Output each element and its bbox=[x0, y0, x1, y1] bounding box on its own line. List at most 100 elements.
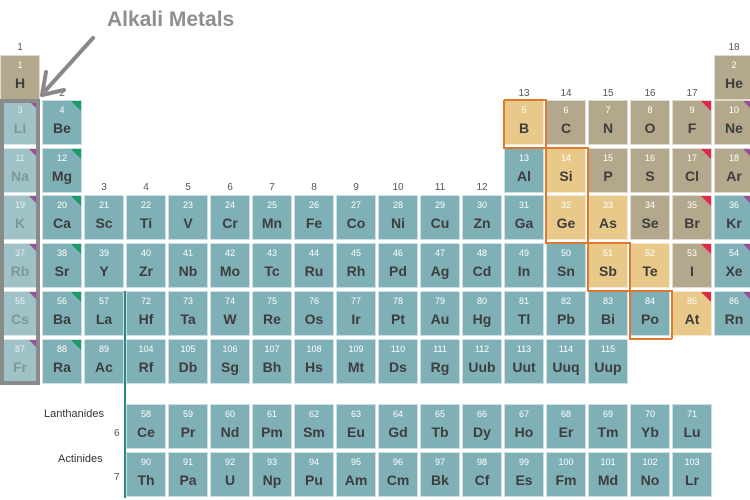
element-cell-po[interactable]: 84 Po bbox=[630, 291, 670, 336]
element-cell-al[interactable]: 13 Al bbox=[504, 148, 544, 193]
element-cell-uut[interactable]: 113 Uut bbox=[504, 339, 544, 384]
element-cell-es[interactable]: 99 Es bbox=[504, 452, 544, 497]
element-cell-ar[interactable]: 18 Ar bbox=[714, 148, 750, 193]
element-cell-ds[interactable]: 110 Ds bbox=[378, 339, 418, 384]
element-cell-sm[interactable]: 62 Sm bbox=[294, 404, 334, 449]
element-cell-ce[interactable]: 58 Ce bbox=[126, 404, 166, 449]
element-cell-s[interactable]: 16 S bbox=[630, 148, 670, 193]
element-cell-co[interactable]: 27 Co bbox=[336, 195, 376, 240]
element-cell-db[interactable]: 105 Db bbox=[168, 339, 208, 384]
element-cell-dy[interactable]: 66 Dy bbox=[462, 404, 502, 449]
element-cell-no[interactable]: 102 No bbox=[630, 452, 670, 497]
element-cell-mn[interactable]: 25 Mn bbox=[252, 195, 292, 240]
element-cell-ga[interactable]: 31 Ga bbox=[504, 195, 544, 240]
element-cell-he[interactable]: 2 He bbox=[714, 55, 750, 100]
element-cell-mg[interactable]: 12 Mg bbox=[42, 148, 82, 193]
element-cell-cu[interactable]: 29 Cu bbox=[420, 195, 460, 240]
element-cell-w[interactable]: 74 W bbox=[210, 291, 250, 336]
element-cell-re[interactable]: 75 Re bbox=[252, 291, 292, 336]
element-cell-sb[interactable]: 51 Sb bbox=[588, 243, 628, 288]
element-cell-pr[interactable]: 59 Pr bbox=[168, 404, 208, 449]
element-cell-be[interactable]: 4 Be bbox=[42, 100, 82, 145]
element-cell-ca[interactable]: 20 Ca bbox=[42, 195, 82, 240]
element-cell-ba[interactable]: 56 Ba bbox=[42, 291, 82, 336]
element-cell-pt[interactable]: 78 Pt bbox=[378, 291, 418, 336]
element-cell-ne[interactable]: 10 Ne bbox=[714, 100, 750, 145]
element-cell-ir[interactable]: 77 Ir bbox=[336, 291, 376, 336]
element-cell-mo[interactable]: 42 Mo bbox=[210, 243, 250, 288]
element-cell-ho[interactable]: 67 Ho bbox=[504, 404, 544, 449]
element-cell-rb[interactable]: 37 Rb bbox=[0, 243, 40, 288]
element-cell-te[interactable]: 52 Te bbox=[630, 243, 670, 288]
element-cell-os[interactable]: 76 Os bbox=[294, 291, 334, 336]
element-cell-se[interactable]: 34 Se bbox=[630, 195, 670, 240]
element-cell-eu[interactable]: 63 Eu bbox=[336, 404, 376, 449]
element-cell-zn[interactable]: 30 Zn bbox=[462, 195, 502, 240]
element-cell-uub[interactable]: 112 Uub bbox=[462, 339, 502, 384]
element-cell-xe[interactable]: 54 Xe bbox=[714, 243, 750, 288]
element-cell-fe[interactable]: 26 Fe bbox=[294, 195, 334, 240]
element-cell-sn[interactable]: 50 Sn bbox=[546, 243, 586, 288]
element-cell-uup[interactable]: 115 Uup bbox=[588, 339, 628, 384]
element-cell-rf[interactable]: 104 Rf bbox=[126, 339, 166, 384]
element-cell-sg[interactable]: 106 Sg bbox=[210, 339, 250, 384]
element-cell-bh[interactable]: 107 Bh bbox=[252, 339, 292, 384]
element-cell-rg[interactable]: 111 Rg bbox=[420, 339, 460, 384]
element-cell-tc[interactable]: 43 Tc bbox=[252, 243, 292, 288]
element-cell-br[interactable]: 35 Br bbox=[672, 195, 712, 240]
element-cell-lu[interactable]: 71 Lu bbox=[672, 404, 712, 449]
element-cell-as[interactable]: 33 As bbox=[588, 195, 628, 240]
element-cell-gd[interactable]: 64 Gd bbox=[378, 404, 418, 449]
element-cell-cf[interactable]: 98 Cf bbox=[462, 452, 502, 497]
element-cell-sc[interactable]: 21 Sc bbox=[84, 195, 124, 240]
element-cell-au[interactable]: 79 Au bbox=[420, 291, 460, 336]
element-cell-tm[interactable]: 69 Tm bbox=[588, 404, 628, 449]
element-cell-am[interactable]: 95 Am bbox=[336, 452, 376, 497]
element-cell-bk[interactable]: 97 Bk bbox=[420, 452, 460, 497]
element-cell-i[interactable]: 53 I bbox=[672, 243, 712, 288]
element-cell-ge[interactable]: 32 Ge bbox=[546, 195, 586, 240]
element-cell-at[interactable]: 85 At bbox=[672, 291, 712, 336]
element-cell-tl[interactable]: 81 Tl bbox=[504, 291, 544, 336]
element-cell-ru[interactable]: 44 Ru bbox=[294, 243, 334, 288]
element-cell-fm[interactable]: 100 Fm bbox=[546, 452, 586, 497]
element-cell-np[interactable]: 93 Np bbox=[252, 452, 292, 497]
element-cell-li[interactable]: 3 Li bbox=[0, 100, 40, 145]
element-cell-p[interactable]: 15 P bbox=[588, 148, 628, 193]
element-cell-cr[interactable]: 24 Cr bbox=[210, 195, 250, 240]
element-cell-nb[interactable]: 41 Nb bbox=[168, 243, 208, 288]
element-cell-u[interactable]: 92 U bbox=[210, 452, 250, 497]
element-cell-rn[interactable]: 86 Rn bbox=[714, 291, 750, 336]
element-cell-pm[interactable]: 61 Pm bbox=[252, 404, 292, 449]
element-cell-pa[interactable]: 91 Pa bbox=[168, 452, 208, 497]
element-cell-pu[interactable]: 94 Pu bbox=[294, 452, 334, 497]
element-cell-si[interactable]: 14 Si bbox=[546, 148, 586, 193]
element-cell-hg[interactable]: 80 Hg bbox=[462, 291, 502, 336]
element-cell-mt[interactable]: 109 Mt bbox=[336, 339, 376, 384]
element-cell-v[interactable]: 23 V bbox=[168, 195, 208, 240]
element-cell-in[interactable]: 49 In bbox=[504, 243, 544, 288]
element-cell-rh[interactable]: 45 Rh bbox=[336, 243, 376, 288]
element-cell-ta[interactable]: 73 Ta bbox=[168, 291, 208, 336]
element-cell-lr[interactable]: 103 Lr bbox=[672, 452, 712, 497]
element-cell-ni[interactable]: 28 Ni bbox=[378, 195, 418, 240]
element-cell-ra[interactable]: 88 Ra bbox=[42, 339, 82, 384]
element-cell-ac[interactable]: 89 Ac bbox=[84, 339, 124, 384]
element-cell-cs[interactable]: 55 Cs bbox=[0, 291, 40, 336]
element-cell-cd[interactable]: 48 Cd bbox=[462, 243, 502, 288]
element-cell-md[interactable]: 101 Md bbox=[588, 452, 628, 497]
element-cell-sr[interactable]: 38 Sr bbox=[42, 243, 82, 288]
element-cell-y[interactable]: 39 Y bbox=[84, 243, 124, 288]
element-cell-cl[interactable]: 17 Cl bbox=[672, 148, 712, 193]
element-cell-nd[interactable]: 60 Nd bbox=[210, 404, 250, 449]
element-cell-la[interactable]: 57 La bbox=[84, 291, 124, 336]
element-cell-uuq[interactable]: 114 Uuq bbox=[546, 339, 586, 384]
element-cell-cm[interactable]: 96 Cm bbox=[378, 452, 418, 497]
element-cell-pb[interactable]: 82 Pb bbox=[546, 291, 586, 336]
element-cell-th[interactable]: 90 Th bbox=[126, 452, 166, 497]
element-cell-bi[interactable]: 83 Bi bbox=[588, 291, 628, 336]
